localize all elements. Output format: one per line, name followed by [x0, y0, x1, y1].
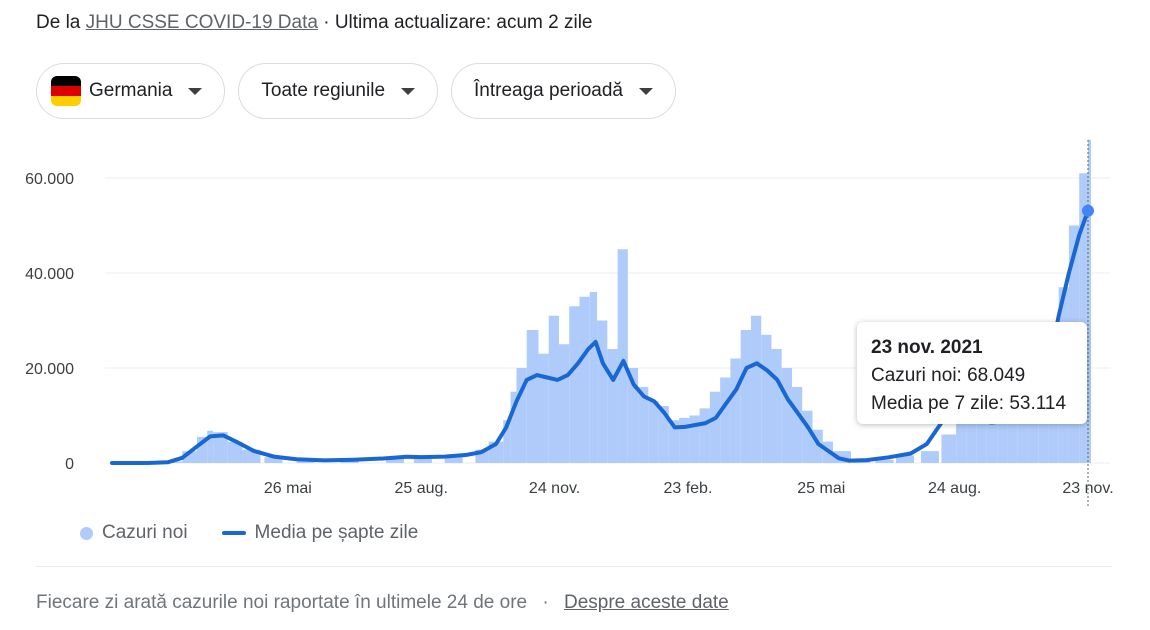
case-bar [720, 377, 731, 463]
case-bar [771, 349, 782, 463]
country-label: Germania [89, 80, 173, 101]
case-bar [802, 410, 813, 463]
case-bar [966, 396, 977, 463]
case-bar [761, 334, 772, 463]
chevron-down-icon [638, 87, 653, 95]
case-bar [920, 451, 939, 463]
case-bar [597, 320, 608, 463]
case-bar [730, 358, 741, 463]
x-tick-label: 26 mai [264, 480, 312, 497]
x-tick-label: 23 nov. [1062, 480, 1113, 497]
case-bar [976, 406, 987, 463]
x-tick-label: 24 aug. [928, 480, 981, 497]
y-tick-label: 60.000 [25, 171, 74, 188]
case-bar [956, 420, 967, 463]
source-attribution: De la JHU CSSE COVID-19 Data · Ultima ac… [36, 12, 592, 34]
case-bar [750, 315, 762, 463]
x-tick-label: 25 mai [797, 480, 845, 497]
tooltip-average: Media pe 7 zile: 53.114 [871, 393, 1067, 414]
case-bar [699, 408, 710, 463]
case-bar [986, 410, 998, 463]
case-bar [526, 330, 539, 463]
legend-bars-label: Cazuri noi [102, 522, 188, 543]
case-bar [264, 457, 283, 463]
case-bar [196, 436, 208, 463]
case-bar [648, 401, 659, 463]
chart-tooltip: 23 nov. 2021 Cazuri noi: 68.049 Media pe… [857, 322, 1087, 424]
case-bar [689, 415, 700, 463]
case-bar [679, 417, 690, 463]
case-bar [941, 434, 957, 463]
last-updated: Ultima actualizare: acum 2 zile [334, 12, 593, 33]
case-bar [1027, 387, 1039, 463]
footer: Fiecare zi arată cazurile noi raportate … [36, 592, 729, 614]
chevron-down-icon [401, 87, 416, 95]
country-dropdown[interactable]: Germania [36, 63, 226, 119]
case-bar [516, 368, 527, 463]
case-bar [182, 451, 197, 463]
case-bar [510, 391, 517, 463]
source-prefix: De la [36, 12, 81, 33]
source-separator: · [323, 12, 330, 33]
case-bar [740, 330, 751, 463]
chevron-down-icon [188, 87, 203, 95]
legend-line-swatch [221, 531, 246, 535]
tooltip-new-cases: Cazuri noi: 68.049 [871, 365, 1026, 386]
hover-point [1082, 204, 1094, 217]
period-label: Întreaga perioadă [474, 80, 623, 101]
case-bar [503, 420, 511, 463]
x-tick-label: 25 aug. [395, 480, 448, 497]
x-tick-label: 24 nov. [529, 480, 580, 497]
region-label: Toate regiunile [261, 80, 386, 101]
chart-legend: Cazuri noi Media pe șapte zile [80, 522, 418, 544]
footer-note: Fiecare zi arată cazurile noi raportate … [36, 592, 528, 613]
y-tick-label: 40.000 [25, 266, 74, 283]
case-bar [627, 368, 639, 463]
case-bar [1007, 420, 1018, 463]
case-bar [579, 296, 590, 463]
case-bar [589, 292, 598, 463]
case-bar [658, 406, 669, 463]
case-bar [207, 430, 214, 463]
case-bar [1017, 417, 1028, 463]
period-dropdown[interactable]: Întreaga perioadă [451, 63, 676, 119]
legend-line-label: Media pe șapte zile [254, 522, 419, 543]
case-bar [781, 368, 792, 463]
divider [36, 566, 1112, 567]
case-bar [558, 344, 570, 463]
case-bar [875, 459, 894, 463]
case-bar [386, 458, 405, 463]
case-bar [668, 420, 680, 463]
case-bar [296, 460, 315, 463]
source-link[interactable]: JHU CSSE COVID-19 Data [85, 12, 318, 33]
case-bar [1088, 139, 1091, 463]
footer-separator: · [542, 592, 549, 613]
case-bar [569, 306, 580, 463]
case-bar [548, 315, 559, 463]
case-bar [812, 429, 823, 463]
case-bar [617, 249, 628, 463]
filter-bar: Germania Toate regiunile Întreaga perioa… [36, 63, 676, 119]
case-bar [896, 455, 915, 463]
case-bar [227, 441, 243, 463]
case-bar [997, 417, 1008, 463]
case-bar [444, 454, 463, 463]
case-bar [638, 387, 649, 463]
case-bar [1079, 173, 1088, 463]
case-bar [413, 455, 432, 463]
y-tick-label: 20.000 [25, 361, 74, 378]
tooltip-date: 23 nov. 2021 [871, 337, 983, 358]
region-dropdown[interactable]: Toate regiunile [238, 63, 439, 119]
about-data-link[interactable]: Despre aceste date [563, 592, 729, 613]
y-tick-label: 0 [65, 456, 74, 473]
case-bar [213, 432, 228, 463]
case-bar [791, 387, 803, 463]
legend-bars-swatch [80, 526, 93, 540]
case-bar [607, 349, 618, 463]
x-tick-label: 23 feb. [663, 480, 712, 497]
case-bar [709, 391, 721, 463]
germany-flag-icon [51, 76, 81, 106]
case-bar [538, 353, 549, 463]
